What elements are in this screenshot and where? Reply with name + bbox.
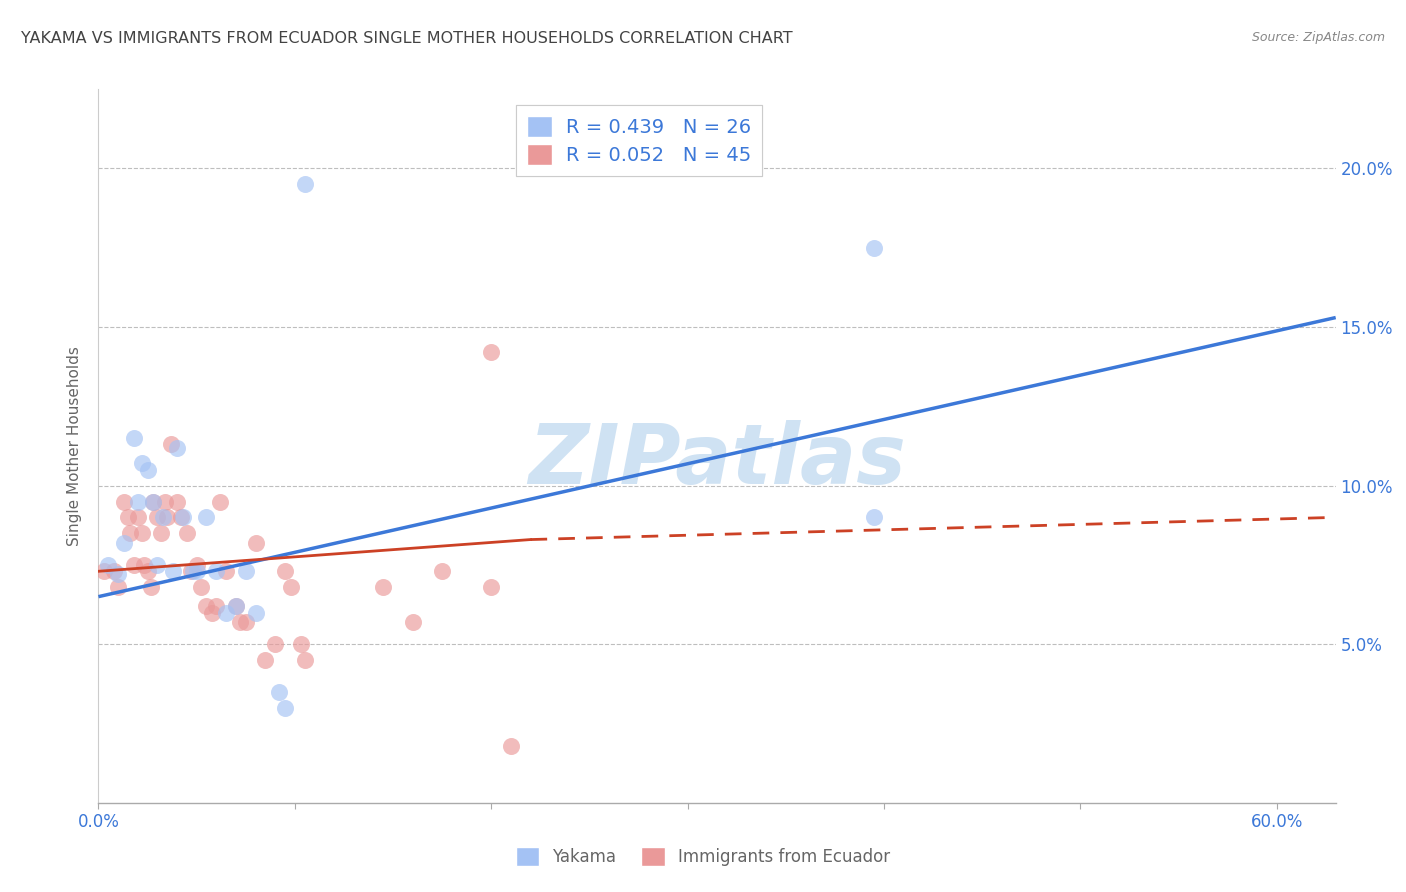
Point bbox=[195, 510, 218, 524]
Point bbox=[170, 510, 193, 524]
Point bbox=[186, 564, 208, 578]
Point bbox=[146, 510, 169, 524]
Point bbox=[166, 494, 188, 508]
Point bbox=[162, 564, 184, 578]
Point bbox=[195, 599, 218, 614]
Point bbox=[294, 178, 316, 192]
Point bbox=[152, 510, 174, 524]
Point bbox=[122, 431, 145, 445]
Point bbox=[290, 637, 312, 651]
Point bbox=[235, 615, 257, 629]
Legend: R = 0.439   N = 26, R = 0.052   N = 45: R = 0.439 N = 26, R = 0.052 N = 45 bbox=[516, 105, 762, 176]
Point bbox=[264, 637, 287, 651]
Text: YAKAMA VS IMMIGRANTS FROM ECUADOR SINGLE MOTHER HOUSEHOLDS CORRELATION CHART: YAKAMA VS IMMIGRANTS FROM ECUADOR SINGLE… bbox=[21, 31, 793, 46]
Point bbox=[181, 564, 204, 578]
Point bbox=[863, 510, 886, 524]
Point bbox=[112, 535, 135, 549]
Point bbox=[142, 494, 165, 508]
Point bbox=[225, 599, 247, 614]
Point bbox=[142, 494, 165, 508]
Point bbox=[166, 441, 188, 455]
Point bbox=[373, 580, 395, 594]
Point bbox=[235, 564, 257, 578]
Legend: Yakama, Immigrants from Ecuador: Yakama, Immigrants from Ecuador bbox=[508, 838, 898, 875]
Point bbox=[215, 606, 238, 620]
Point bbox=[205, 564, 228, 578]
Point bbox=[127, 510, 149, 524]
Point bbox=[132, 558, 155, 572]
Point bbox=[245, 535, 267, 549]
Point bbox=[294, 653, 316, 667]
Point bbox=[401, 615, 423, 629]
Point bbox=[479, 345, 502, 359]
Y-axis label: Single Mother Households: Single Mother Households bbox=[67, 346, 83, 546]
Point bbox=[97, 558, 120, 572]
Point bbox=[127, 494, 149, 508]
Point bbox=[107, 567, 129, 582]
Point bbox=[103, 564, 125, 578]
Point bbox=[280, 580, 302, 594]
Point bbox=[229, 615, 252, 629]
Point bbox=[122, 558, 145, 572]
Point bbox=[107, 580, 129, 594]
Text: ZIPatlas: ZIPatlas bbox=[529, 420, 905, 500]
Point bbox=[146, 558, 169, 572]
Text: Source: ZipAtlas.com: Source: ZipAtlas.com bbox=[1251, 31, 1385, 45]
Point bbox=[136, 463, 159, 477]
Point bbox=[479, 580, 502, 594]
Point bbox=[176, 526, 198, 541]
Point bbox=[131, 457, 153, 471]
Point bbox=[274, 564, 297, 578]
Point bbox=[274, 700, 297, 714]
Point bbox=[93, 564, 115, 578]
Point bbox=[863, 241, 886, 255]
Point bbox=[209, 494, 232, 508]
Point bbox=[499, 739, 522, 753]
Point bbox=[118, 526, 141, 541]
Point bbox=[245, 606, 267, 620]
Point bbox=[172, 510, 194, 524]
Point bbox=[254, 653, 277, 667]
Point bbox=[150, 526, 173, 541]
Point bbox=[117, 510, 139, 524]
Point bbox=[186, 558, 208, 572]
Point bbox=[131, 526, 153, 541]
Point bbox=[225, 599, 247, 614]
Point bbox=[430, 564, 453, 578]
Point bbox=[156, 510, 179, 524]
Point bbox=[215, 564, 238, 578]
Point bbox=[190, 580, 212, 594]
Point bbox=[112, 494, 135, 508]
Point bbox=[141, 580, 163, 594]
Point bbox=[136, 564, 159, 578]
Point bbox=[160, 437, 183, 451]
Point bbox=[153, 494, 176, 508]
Point bbox=[201, 606, 224, 620]
Point bbox=[180, 564, 202, 578]
Point bbox=[269, 685, 291, 699]
Point bbox=[205, 599, 228, 614]
